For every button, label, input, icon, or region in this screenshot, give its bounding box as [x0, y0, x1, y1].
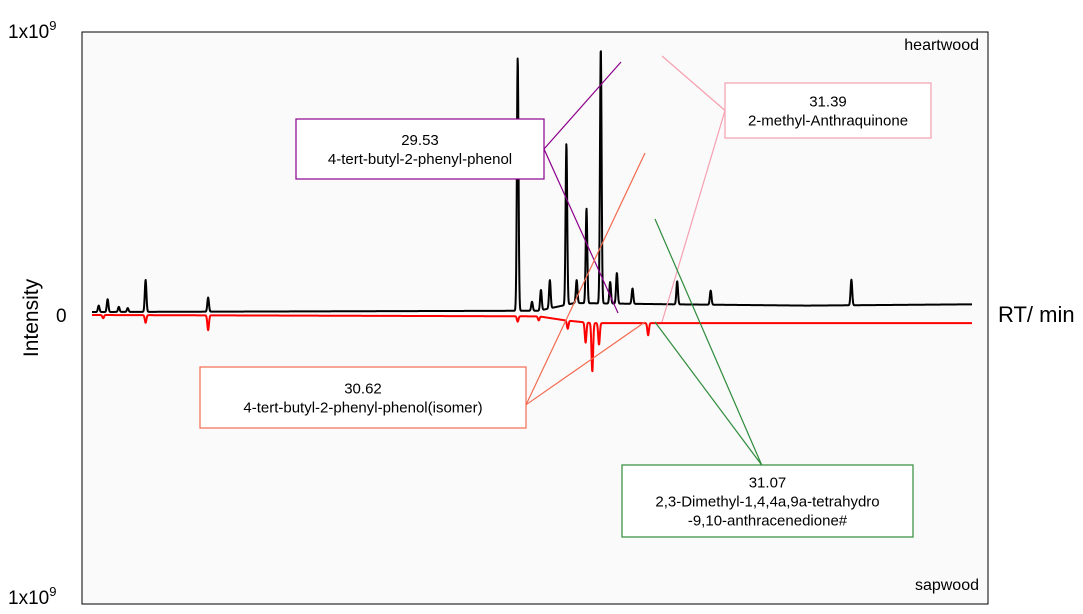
annotation-rt-label: 31.39: [809, 94, 847, 111]
y-tick-top: 1x109: [8, 18, 56, 43]
panel-label-top: heartwood: [904, 37, 979, 54]
annotation-box: [621, 464, 914, 538]
annotation-leader-line: [661, 55, 726, 111]
annotation-leader-line: [543, 148, 619, 314]
annotation-rt-label: 30.62: [344, 381, 382, 398]
annotation-31-39: 31.39 2-methyl-Anthraquinone: [661, 55, 932, 323]
annotation-leader-line: [525, 321, 646, 406]
annotation-compound-label: 4-tert-butyl-2-phenyl-phenol(isomer): [243, 400, 482, 417]
annotation-box: [199, 366, 527, 429]
annotation-leader-line: [543, 61, 622, 150]
annotation-leader-line: [661, 110, 726, 323]
series-line-heartwood: [91, 50, 973, 313]
annotation-box: [295, 118, 545, 180]
y-tick-bottom: 1x109: [8, 584, 56, 609]
annotation-compound-label: 4-tert-butyl-2-phenyl-phenol: [328, 151, 512, 168]
annotation-compound-label: -9,10-anthracenedione#: [688, 513, 848, 530]
annotation-31-07: 31.07 2,3-Dimethyl-1,4,4a,9a-tetrahydro -9…: [621, 218, 914, 538]
annotation-box: [724, 82, 932, 139]
annotation-29-53: 29.53 4-tert-butyl-2-phenyl-phenol: [295, 61, 622, 314]
panel-label-bottom: sapwood: [915, 577, 979, 594]
annotation-rt-label: 31.07: [749, 475, 787, 492]
annotation-leader-line: [654, 218, 763, 466]
annotation-leader-line: [654, 321, 763, 466]
y-tick-zero: 0: [56, 306, 67, 327]
series-line-sapwood: [91, 314, 973, 373]
annotation-leader-line: [525, 152, 646, 406]
annotation-rt-label: 29.53: [401, 132, 439, 149]
annotation-compound-label: 2-methyl-Anthraquinone: [748, 113, 908, 130]
annotation-30-62: 30.62 4-tert-butyl-2-phenyl-phenol(isomer…: [199, 152, 646, 429]
annotation-compound-label: 2,3-Dimethyl-1,4,4a,9a-tetrahydro: [655, 494, 879, 511]
y-axis-label: Intensity: [20, 278, 43, 357]
x-axis-label: RT/ min: [998, 302, 1075, 327]
